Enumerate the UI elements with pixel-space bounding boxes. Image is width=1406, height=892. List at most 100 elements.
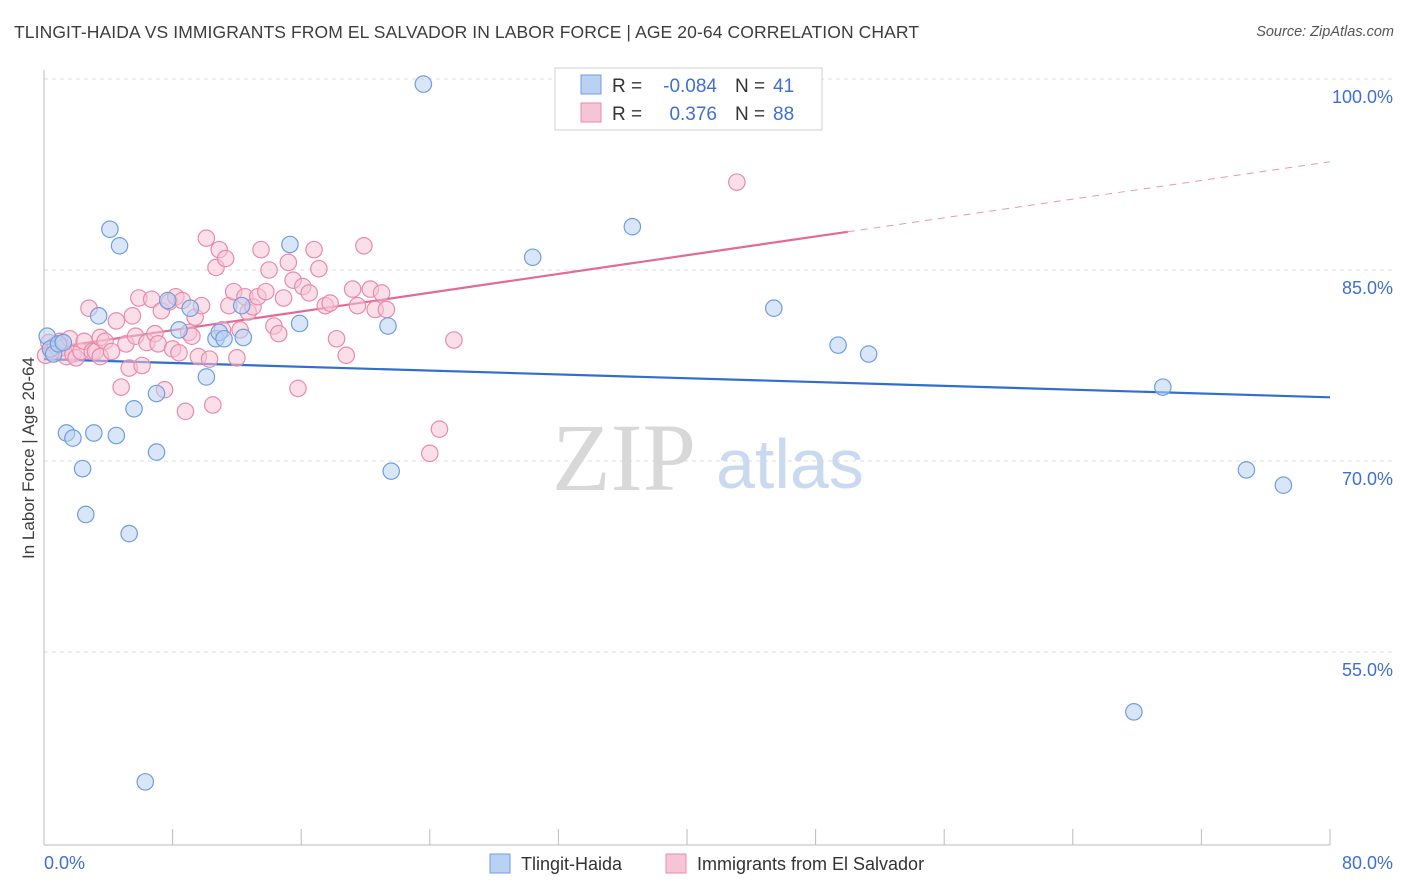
legend-swatch-pink xyxy=(580,102,602,123)
data-point-pink xyxy=(112,378,130,396)
data-point-pink xyxy=(279,253,298,272)
data-point-pink xyxy=(321,294,339,312)
data-point-blue xyxy=(234,328,253,347)
bottom-legend-swatch-pink xyxy=(665,853,687,874)
data-point-pink xyxy=(216,249,235,268)
data-point-pink xyxy=(289,379,307,398)
bottom-legend: Tlingit-Haida Immigrants from El Salvado… xyxy=(489,853,924,874)
data-point-pink xyxy=(252,240,270,259)
legend-n-value-blue: 41 xyxy=(773,76,794,97)
x-ticks xyxy=(43,829,1331,845)
data-point-pink xyxy=(203,396,222,414)
data-point-pink xyxy=(107,312,126,330)
data-point-blue xyxy=(379,317,397,335)
trendline-pink xyxy=(43,230,848,351)
y-tick-label: 100.0% xyxy=(1332,87,1393,107)
series-blue-points xyxy=(38,75,1293,791)
data-point-pink xyxy=(327,329,346,348)
x-tick-labels: 0.0% 80.0% xyxy=(44,853,1393,873)
data-point-pink xyxy=(305,240,323,259)
data-point-blue xyxy=(197,368,216,386)
x-tick-label: 0.0% xyxy=(44,853,85,873)
data-point-blue xyxy=(89,307,108,325)
data-point-blue xyxy=(414,75,433,93)
legend-box: R = -0.084 N = 41 R = 0.376 N = 88 xyxy=(554,67,823,131)
data-point-pink xyxy=(348,296,367,315)
data-point-pink xyxy=(123,307,142,325)
data-point-blue xyxy=(64,429,82,447)
data-point-pink xyxy=(228,349,246,367)
data-point-blue xyxy=(382,462,401,480)
bottom-legend-swatch-blue xyxy=(489,853,511,874)
trendline-pink-extension xyxy=(847,161,1331,233)
x-tick-label: 80.0% xyxy=(1342,853,1393,873)
y-tick-labels: 100.0% 85.0% 70.0% 55.0% xyxy=(1332,87,1393,680)
legend-n-label-blue: N = xyxy=(735,76,765,97)
data-point-pink xyxy=(372,284,391,302)
data-point-pink xyxy=(728,173,746,191)
data-point-blue xyxy=(76,505,95,524)
data-point-pink xyxy=(200,350,219,368)
data-point-pink xyxy=(102,342,121,361)
y-axis-title: In Labor Force | Age 20-64 xyxy=(19,357,38,559)
legend-r-label-blue: R = xyxy=(612,76,642,97)
data-point-blue xyxy=(120,524,138,543)
data-point-pink xyxy=(377,300,396,319)
legend-swatch-blue xyxy=(580,74,602,95)
legend-n-value-pink: 88 xyxy=(773,104,794,125)
data-point-pink xyxy=(257,282,275,301)
legend-r-value-pink: 0.376 xyxy=(669,104,717,125)
data-point-blue xyxy=(765,299,783,317)
chart-title: TLINGIT-HAIDA VS IMMIGRANTS FROM EL SALV… xyxy=(14,22,920,42)
data-point-pink xyxy=(133,356,151,375)
data-point-blue xyxy=(54,333,73,352)
legend-n-label-pink: N = xyxy=(735,104,765,125)
source-label: Source: ZipAtlas.com xyxy=(1256,24,1394,40)
y-tick-label: 85.0% xyxy=(1342,278,1393,298)
data-point-blue xyxy=(215,329,233,348)
data-point-pink xyxy=(274,289,293,307)
legend-r-label-pink: R = xyxy=(612,104,642,125)
bottom-legend-label-blue: Tlingit-Haida xyxy=(521,854,623,874)
data-point-blue xyxy=(829,336,847,354)
data-point-blue xyxy=(101,220,119,239)
data-point-blue xyxy=(232,296,251,315)
data-point-pink xyxy=(420,444,439,463)
watermark: ZIP atlas xyxy=(552,404,864,511)
data-point-blue xyxy=(1154,378,1172,396)
data-point-blue xyxy=(623,217,642,236)
bottom-legend-label-pink: Immigrants from El Salvador xyxy=(697,854,924,874)
data-point-pink xyxy=(445,331,463,349)
data-point-pink xyxy=(430,420,449,438)
data-point-pink xyxy=(300,284,319,302)
data-point-pink xyxy=(355,237,373,255)
data-point-blue xyxy=(110,237,129,255)
trendline-blue xyxy=(43,358,1331,399)
data-point-blue xyxy=(859,345,878,363)
data-point-blue xyxy=(523,248,542,267)
data-point-blue xyxy=(1125,703,1143,721)
data-point-blue xyxy=(107,426,126,445)
watermark-zip: ZIP xyxy=(552,404,696,511)
data-point-pink xyxy=(197,229,216,247)
data-point-pink xyxy=(310,259,328,278)
data-point-pink xyxy=(337,346,356,365)
data-point-blue xyxy=(147,443,166,461)
data-point-pink xyxy=(343,280,362,298)
data-point-pink xyxy=(269,324,288,343)
data-point-blue xyxy=(1274,476,1293,494)
legend-r-value-blue: -0.084 xyxy=(663,76,717,97)
y-tick-label: 55.0% xyxy=(1342,660,1393,680)
data-point-blue xyxy=(170,321,188,339)
data-point-blue xyxy=(147,384,166,403)
data-point-blue xyxy=(125,399,143,418)
data-point-blue xyxy=(181,299,200,317)
data-point-blue xyxy=(85,424,103,442)
data-point-blue xyxy=(158,291,177,310)
y-tick-label: 70.0% xyxy=(1342,469,1393,489)
data-point-pink xyxy=(176,402,195,421)
data-point-pink xyxy=(170,343,188,362)
data-point-blue xyxy=(281,235,299,254)
data-point-blue xyxy=(290,314,309,333)
